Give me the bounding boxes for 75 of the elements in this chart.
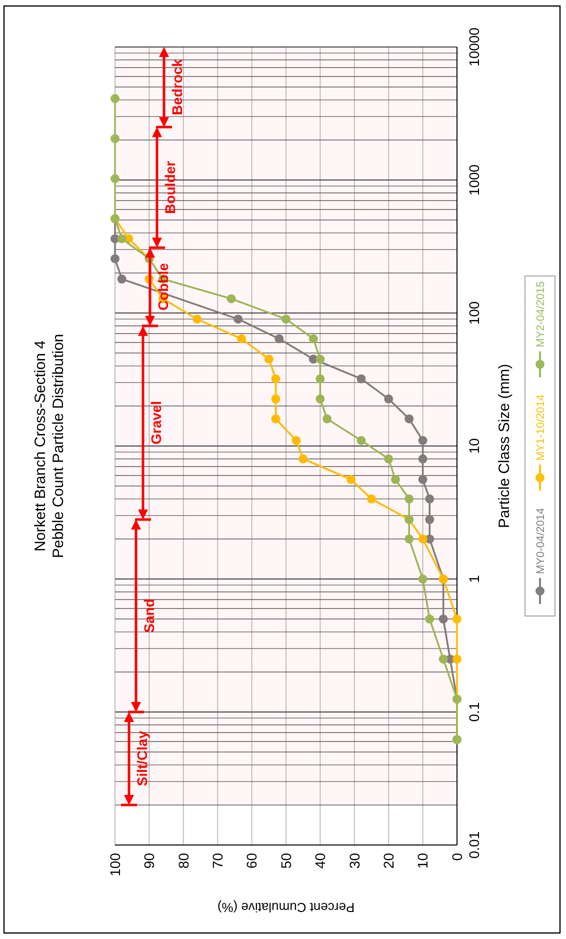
point [452,614,462,624]
x-tick-label: 80 [175,852,192,869]
point [367,494,376,504]
x-tick-label: 50 [278,852,294,869]
point [346,474,356,484]
point [226,294,236,304]
text: Norkett Branch Cross-Section 4 [32,340,49,552]
point [117,274,126,284]
band-label: Sand [141,598,157,633]
point [117,234,126,244]
point [425,515,434,524]
y-tick-label: 100 [466,301,482,325]
y-tick-label: 1000 [466,164,482,196]
point [425,494,434,504]
point [404,414,414,424]
point [452,654,462,664]
x-tick-label: 60 [244,852,260,869]
x-tick-label: 20 [380,852,396,869]
point [418,574,428,584]
point [425,614,434,624]
point [404,534,414,544]
text: MY2-04/2015 [534,281,547,348]
point [322,414,332,424]
point [264,354,274,364]
x-tick-label: 10 [414,852,431,869]
point [237,334,246,344]
point [308,334,318,344]
point [110,134,120,144]
point [271,414,280,424]
text: Pebble Count Particle Distribution [50,334,67,558]
y-tick-label: 0.1 [466,702,482,722]
y-tick-label: 0.01 [466,831,482,859]
point [316,354,325,364]
point [384,454,394,464]
point [316,394,325,404]
point [384,394,394,404]
point [271,394,280,404]
point [390,474,400,484]
text: MY0-04/2014 [534,508,547,574]
point [192,314,202,324]
point [234,314,243,324]
point [418,436,428,445]
text: MY1-10/2014 [534,394,547,461]
point [110,254,120,264]
point [298,454,308,464]
point [356,436,366,445]
point [271,374,280,384]
point [418,454,428,464]
point [404,494,414,504]
x-tick-label: 0 [448,852,465,861]
x-axis-title: Percent Cumulative (%) [217,900,355,915]
x-tick-label: 100 [106,852,123,876]
band-label: Cobble [155,262,171,310]
x-tick-label: 90 [141,852,158,869]
band-label: Gravel [148,400,164,445]
band-label: Boulder [162,160,178,214]
point [438,614,448,624]
y-tick-label: 10 [466,438,482,454]
point [356,374,366,384]
point [110,94,120,104]
point [418,534,428,544]
point [438,654,448,664]
point [110,174,120,184]
point [282,314,290,324]
point [274,334,284,344]
band-label: Bedrock [169,58,185,116]
y-tick-label: 1 [466,574,482,583]
point [316,374,325,384]
y-tick-label: 10000 [466,27,482,66]
y-axis-title: Particle Class Size (mm) [496,364,513,528]
band-label: Silt/Clay [134,730,150,786]
x-tick-label: 70 [210,852,226,869]
point [292,436,301,445]
x-tick-label: 30 [346,852,362,869]
x-tick-label: 40 [312,852,328,869]
